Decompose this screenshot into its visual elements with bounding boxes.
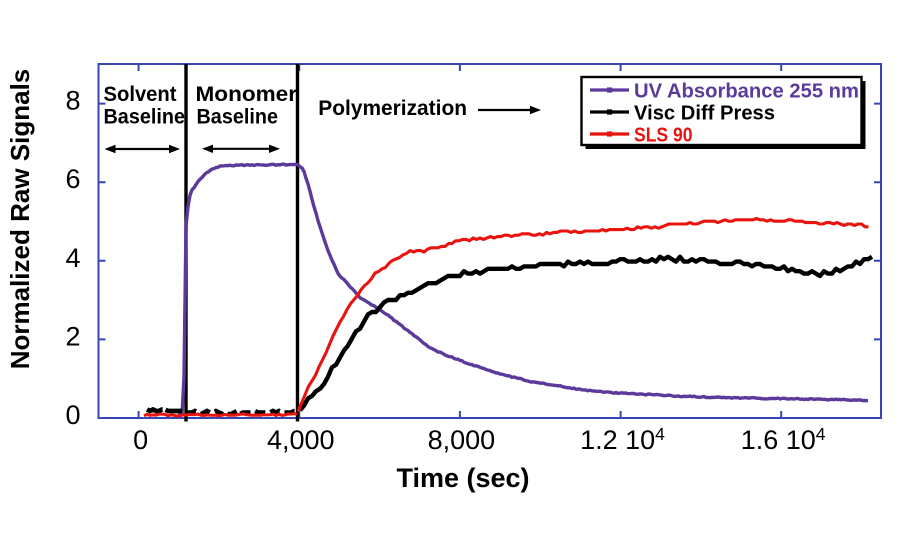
svg-text:Baseline: Baseline [197, 106, 279, 129]
svg-text:4,000: 4,000 [267, 425, 335, 455]
svg-text:1.2 104: 1.2 104 [580, 424, 665, 455]
svg-text:Solvent: Solvent [104, 83, 177, 106]
svg-text:4: 4 [65, 243, 80, 273]
svg-text:8,000: 8,000 [428, 425, 496, 455]
svg-text:Normalized Raw Signals: Normalized Raw Signals [5, 69, 35, 370]
svg-text:1.6 104: 1.6 104 [741, 424, 826, 455]
svg-text:6: 6 [65, 164, 80, 194]
svg-text:SLS 90: SLS 90 [634, 124, 693, 147]
svg-text:Polymerization: Polymerization [318, 97, 467, 120]
svg-text:0: 0 [65, 400, 80, 430]
svg-text:0: 0 [133, 425, 148, 455]
svg-text:Baseline: Baseline [104, 106, 186, 129]
svg-text:Monomer: Monomer [196, 83, 298, 106]
svg-text:Visc Diff Press: Visc Diff Press [634, 102, 775, 125]
svg-text:UV Absorbance 255 nm: UV Absorbance 255 nm [634, 80, 859, 103]
svg-text:Time (sec): Time (sec) [396, 463, 529, 493]
svg-text:2: 2 [65, 321, 80, 351]
svg-text:8: 8 [65, 86, 80, 116]
